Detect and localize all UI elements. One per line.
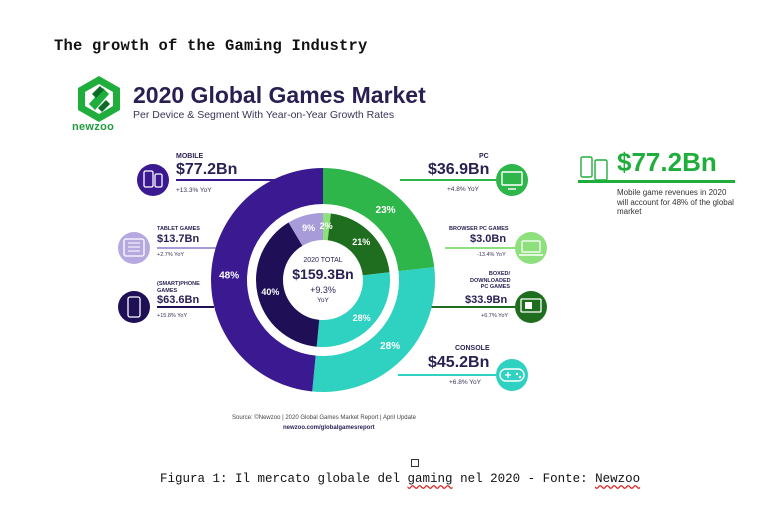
mobile-devices-outline-icon [580,156,608,181]
browser-laptop-icon [515,232,547,264]
outer-slice-pc [323,168,435,272]
tablet-value: $13.7Bn [157,233,200,245]
inner-slice-browser-pc [323,213,331,241]
mobile-devices-icon [137,164,169,196]
figure-caption: Figura 1: Il mercato globale del gaming … [160,472,640,486]
boxed-value: $33.9Bn [465,294,508,306]
console-label: CONSOLE [455,345,490,352]
outer-slice-mobile [210,168,323,392]
mobile-highlight-value: $77.2Bn [617,147,717,177]
mobile-highlight-text: Mobile game revenues in 2020 will accoun… [617,188,734,216]
mobile-growth: +13.3% YoY [176,187,212,194]
inner-share-label: 28% [353,313,371,323]
mobile-label: MOBILE [176,153,204,160]
pc-value: $36.9Bn [428,161,490,178]
inner-slice-tablet [288,213,323,246]
inner-share-label: 2% [320,221,333,231]
boxed-pc-icon [515,291,547,323]
brand-name: newzoo [72,121,115,133]
source-note: Source: ©Newzoo | 2020 Global Games Mark… [232,415,416,421]
outer-slice-console [312,267,435,392]
pc-monitor-icon [496,164,528,196]
tablet-icon [118,232,150,264]
boxed-growth: +6.7% YoY [481,313,509,319]
newzoo-logo-icon [78,76,120,122]
console-gamepad-icon [496,359,528,391]
highlight-divider [578,180,735,183]
smartphone-label: (SMART)PHONE GAMES [157,281,200,294]
inner-slice-console [316,272,390,347]
inner-share-label: 9% [302,223,315,233]
outer-share-label: 23% [376,205,396,216]
inner-share-label: 40% [261,287,279,297]
mobile-value: $77.2Bn [176,161,238,178]
caption-prefix: Figura 1: Il mercato globale del [160,472,408,486]
document-heading: The growth of the Gaming Industry [54,37,368,55]
smartphone-icon [118,291,150,323]
center-total-growth-unit: YoY [317,297,329,304]
caption-middle: nel 2020 - Fonte: [452,472,596,486]
browser-value: $3.0Bn [470,233,507,245]
boxed-label: BOXED/ DOWNLOADED PC GAMES [470,271,511,290]
caption-word-gaming: gaming [407,472,453,486]
outer-share-label: 48% [219,270,239,281]
tablet-growth: +2.7% YoY [157,252,185,258]
center-total-value: $159.3Bn [292,266,353,282]
tablet-label: TABLET GAMES [157,226,200,232]
inner-slice-boxed-downloaded-pc [327,213,390,276]
source-url: newzoo.com/globalgamesreport [283,425,375,431]
center-total-label: 2020 TOTAL [303,257,342,264]
pc-label: PC [479,153,489,160]
pc-growth: +4.8% YoY [447,186,479,193]
console-growth: +6.8% YoY [449,379,481,386]
browser-growth: -13.4% YoY [477,252,506,258]
smartphone-growth: +15.8% YoY [157,313,188,319]
browser-label: BROWSER PC GAMES [449,226,509,232]
infographic-title: 2020 Global Games Market [133,82,426,108]
smartphone-value: $63.6Bn [157,294,200,306]
inner-slice-smartphone [255,222,320,347]
anchor-marker [411,459,419,467]
caption-word-newzoo: Newzoo [595,472,641,486]
infographic-subtitle: Per Device & Segment With Year-on-Year G… [133,109,395,121]
outer-share-label: 28% [380,341,400,352]
center-total-growth: +9.3% [310,285,336,295]
console-value: $45.2Bn [428,354,490,371]
inner-share-label: 21% [352,237,370,247]
